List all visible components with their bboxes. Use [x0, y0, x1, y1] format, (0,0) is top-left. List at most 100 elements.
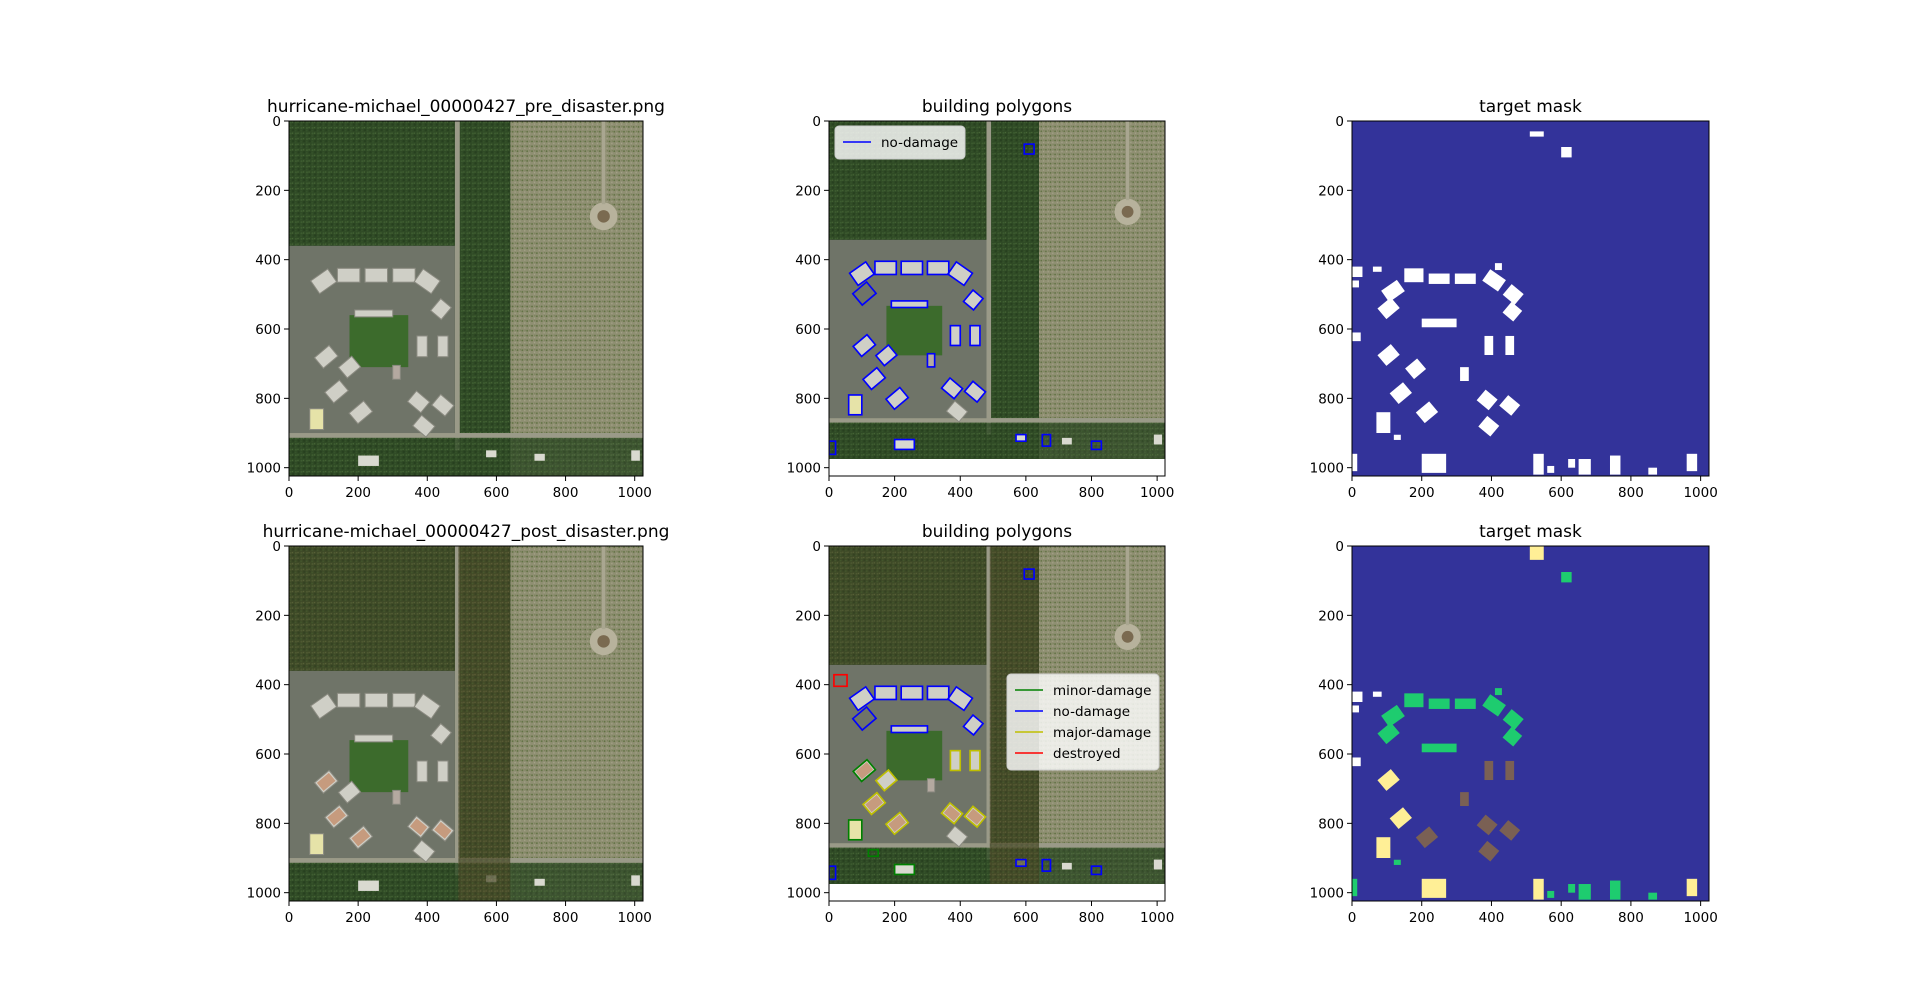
legend-label-major-damage: major-damage [1053, 725, 1151, 741]
pre_polygons-ytick-label: 0 [812, 114, 821, 130]
post_polygons-ytick-label: 200 [795, 608, 821, 624]
post_polygons-axes-frame [828, 545, 1166, 902]
post_mask-xtick-label: 1000 [1683, 910, 1717, 926]
legend-box [834, 125, 966, 160]
pre_mask-xtick-label: 0 [1348, 485, 1357, 501]
post_image-title: hurricane-michael_00000427_post_disaster… [263, 522, 670, 542]
post_image-ytick-label: 600 [255, 747, 281, 763]
post_polygons-ytick-label: 600 [795, 747, 821, 763]
post_image-xtick-label: 800 [553, 910, 579, 926]
post_image-panel: hurricane-michael_00000427_post_disaster… [247, 522, 670, 926]
pre_image-xtick-label: 1000 [618, 485, 652, 501]
post_polygons-xtick-label: 800 [1079, 910, 1105, 926]
post_polygons-xtick-label: 400 [947, 910, 973, 926]
pre_image-xtick-label: 400 [414, 485, 440, 501]
post_mask-ytick-label: 1000 [1310, 886, 1344, 902]
pre_image-axes-frame [288, 120, 644, 477]
post_image-ytick-label: 400 [255, 678, 281, 694]
pre_polygons-ytick-label: 1000 [787, 461, 821, 477]
post_mask-xtick-label: 400 [1479, 910, 1505, 926]
pre_mask-ytick-label: 200 [1318, 183, 1344, 199]
post_polygons-xtick-label: 600 [1013, 910, 1039, 926]
pre_image-ytick-label: 1000 [247, 461, 281, 477]
pre_polygons-ytick-label: 400 [795, 253, 821, 269]
legend-label-destroyed: destroyed [1053, 746, 1121, 762]
legend-label-minor-damage: minor-damage [1053, 683, 1151, 699]
pre_polygons-xtick-label: 200 [882, 485, 908, 501]
post_polygons-xtick-label: 200 [882, 910, 908, 926]
pre_polygons-xtick-label: 400 [947, 485, 973, 501]
pre_mask-image [1352, 121, 1709, 476]
post_mask-ytick-label: 600 [1318, 747, 1344, 763]
pre_polygons-xtick-label: 1000 [1140, 485, 1174, 501]
post_image-xtick-label: 400 [414, 910, 440, 926]
post_polygons-title: building polygons [922, 522, 1072, 542]
legend-box [1006, 673, 1160, 771]
pre_image-ytick-label: 800 [255, 391, 281, 407]
pre_polygons-ytick-label: 600 [795, 322, 821, 338]
pre_image-xtick-label: 200 [345, 485, 371, 501]
post_mask-ytick-label: 200 [1318, 608, 1344, 624]
post_polygons-ytick-label: 800 [795, 816, 821, 832]
pre_image-ytick-label: 0 [272, 114, 281, 130]
post_polygons-ytick-label: 400 [795, 678, 821, 694]
pre_image-ytick-label: 600 [255, 322, 281, 338]
pre_mask-xtick-label: 400 [1479, 485, 1505, 501]
post_polygons-ytick-label: 0 [812, 539, 821, 555]
pre_mask-xtick-label: 600 [1548, 485, 1574, 501]
pre_mask-ytick-label: 400 [1318, 253, 1344, 269]
pre_polygons-image [829, 121, 1165, 459]
pre_image-title: hurricane-michael_00000427_pre_disaster.… [267, 97, 665, 117]
pre_mask-axes-frame [1351, 120, 1710, 477]
pre_mask-title: target mask [1479, 97, 1582, 117]
pre_image-xtick-label: 600 [484, 485, 510, 501]
post_image-axes-frame [288, 545, 644, 902]
legend-label-no-damage: no-damage [1053, 704, 1130, 720]
pre_image-panel: hurricane-michael_00000427_pre_disaster.… [247, 97, 665, 501]
post_image-xtick-label: 200 [345, 910, 371, 926]
pre_polygons-axes-frame [828, 120, 1166, 477]
post_image-xtick-label: 600 [484, 910, 510, 926]
post_mask-xtick-label: 600 [1548, 910, 1574, 926]
pre_mask-ytick-label: 600 [1318, 322, 1344, 338]
pre_image-xtick-label: 800 [553, 485, 579, 501]
pre_mask-xtick-label: 200 [1409, 485, 1435, 501]
post_polygons-ytick-label: 1000 [787, 886, 821, 902]
post_mask-axes-frame [1351, 545, 1710, 902]
pre_polygons-xtick-label: 0 [825, 485, 834, 501]
post_image-ytick-label: 800 [255, 816, 281, 832]
pre_image-ytick-label: 400 [255, 253, 281, 269]
post_mask-ytick-label: 400 [1318, 678, 1344, 694]
pre_mask-xtick-label: 1000 [1683, 485, 1717, 501]
pre_mask-ytick-label: 1000 [1310, 461, 1344, 477]
post_polygons-xtick-label: 1000 [1140, 910, 1174, 926]
post_image-ytick-label: 0 [272, 539, 281, 555]
post_image-xtick-label: 1000 [618, 910, 652, 926]
post_image-xtick-label: 0 [285, 910, 294, 926]
post_polygons-legend: minor-damage no-damage major-damage destroy… [1006, 673, 1160, 771]
pre_polygons-ytick-label: 800 [795, 391, 821, 407]
pre_polygons-xtick-label: 600 [1013, 485, 1039, 501]
post_mask-xtick-label: 200 [1409, 910, 1435, 926]
post_polygons-xtick-label: 0 [825, 910, 834, 926]
pre_mask-ytick-label: 0 [1335, 114, 1344, 130]
post_image-ytick-label: 1000 [247, 886, 281, 902]
post_image-image [289, 546, 643, 901]
post_mask-xtick-label: 0 [1348, 910, 1357, 926]
pre_mask-ytick-label: 800 [1318, 391, 1344, 407]
pre_polygons-xtick-label: 800 [1079, 485, 1105, 501]
post_mask-ytick-label: 0 [1335, 539, 1344, 555]
pre_polygons-ytick-label: 200 [795, 183, 821, 199]
pre_image-image [289, 121, 643, 476]
post_mask-title: target mask [1479, 522, 1582, 542]
pre_polygons-title: building polygons [922, 97, 1072, 117]
post_mask-image [1352, 546, 1709, 901]
post_image-ytick-label: 200 [255, 608, 281, 624]
pre_image-ytick-label: 200 [255, 183, 281, 199]
post_mask-xtick-label: 800 [1618, 910, 1644, 926]
legend-label-no-damage: no-damage [881, 135, 958, 151]
